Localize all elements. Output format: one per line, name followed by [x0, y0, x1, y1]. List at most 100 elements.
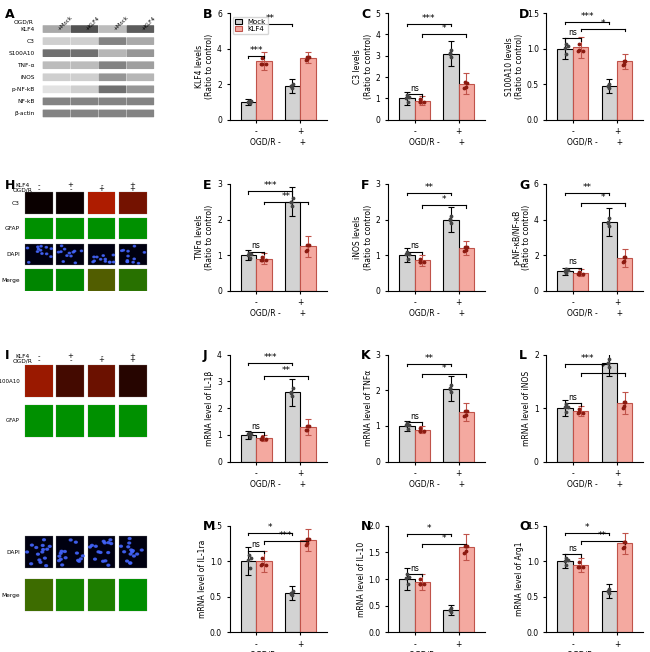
Circle shape: [46, 246, 47, 248]
Point: [619, 256, 629, 266]
X-axis label: OGD/R -        +: OGD/R - +: [567, 138, 623, 147]
Point: [460, 548, 470, 558]
Text: +Mock: +Mock: [112, 15, 129, 32]
Circle shape: [104, 258, 107, 260]
X-axis label: OGD/R -        +: OGD/R - +: [408, 138, 465, 147]
Bar: [459, 248, 474, 291]
Text: -: -: [69, 186, 72, 192]
Y-axis label: p-NF-κB/NF-κB
(Ratio to control): p-NF-κB/NF-κB (Ratio to control): [512, 205, 531, 270]
Circle shape: [88, 546, 92, 548]
Point: [257, 552, 267, 563]
Text: ns: ns: [410, 412, 419, 421]
Bar: [118, 244, 146, 265]
Circle shape: [107, 552, 110, 554]
Bar: [240, 102, 256, 120]
Point: [304, 52, 314, 62]
Circle shape: [128, 537, 131, 539]
Point: [415, 257, 425, 267]
Point: [304, 240, 314, 250]
FancyBboxPatch shape: [71, 110, 98, 117]
Bar: [118, 366, 146, 398]
Bar: [57, 366, 84, 398]
Bar: [573, 273, 588, 291]
Bar: [118, 269, 146, 291]
Point: [560, 556, 570, 566]
Circle shape: [112, 254, 114, 256]
Bar: [118, 366, 146, 398]
Text: β-actin: β-actin: [14, 111, 34, 116]
Point: [301, 425, 311, 436]
Text: -: -: [100, 353, 103, 359]
Text: **: **: [281, 192, 291, 201]
Point: [246, 553, 256, 563]
Y-axis label: TNFα levels
(Ratio to control): TNFα levels (Ratio to control): [195, 205, 215, 270]
Point: [415, 574, 426, 584]
Circle shape: [131, 550, 135, 552]
Text: M: M: [202, 520, 215, 533]
Point: [574, 45, 584, 55]
Circle shape: [58, 556, 60, 557]
Bar: [399, 98, 415, 120]
Point: [302, 52, 312, 62]
Circle shape: [66, 255, 68, 256]
Point: [445, 605, 455, 615]
Text: ns: ns: [569, 544, 577, 553]
Circle shape: [57, 252, 60, 253]
Text: DAPI: DAPI: [6, 550, 20, 555]
Point: [445, 52, 456, 63]
Bar: [602, 85, 617, 120]
Point: [242, 96, 253, 107]
Text: D: D: [519, 8, 530, 21]
Point: [562, 555, 573, 565]
Bar: [415, 100, 430, 120]
FancyBboxPatch shape: [43, 110, 70, 117]
Circle shape: [70, 256, 72, 257]
Point: [415, 94, 426, 104]
Text: **: **: [424, 353, 434, 363]
Bar: [300, 427, 316, 462]
Point: [561, 559, 571, 570]
Circle shape: [97, 551, 100, 553]
Point: [604, 213, 615, 224]
Bar: [558, 561, 573, 632]
Point: [302, 54, 313, 65]
Point: [246, 249, 256, 259]
Text: ***: ***: [422, 14, 436, 23]
Text: KLF4: KLF4: [15, 183, 29, 188]
FancyBboxPatch shape: [99, 74, 126, 81]
Point: [244, 563, 255, 573]
Bar: [88, 405, 116, 437]
Point: [603, 358, 614, 368]
Bar: [118, 218, 146, 239]
Point: [561, 48, 571, 59]
Text: **: **: [266, 14, 275, 23]
Point: [574, 404, 584, 414]
Circle shape: [107, 542, 110, 544]
Circle shape: [36, 553, 40, 555]
Circle shape: [93, 260, 96, 261]
Point: [603, 81, 614, 91]
Bar: [240, 255, 256, 291]
Point: [604, 362, 614, 372]
Point: [244, 432, 255, 442]
Bar: [118, 405, 146, 437]
Text: ***: ***: [279, 531, 293, 541]
Point: [462, 242, 472, 252]
Point: [618, 537, 629, 548]
Point: [287, 83, 297, 93]
Point: [419, 426, 430, 436]
Text: *: *: [442, 364, 447, 374]
Circle shape: [110, 542, 112, 544]
Circle shape: [109, 539, 112, 541]
Legend: Mock, KLF4: Mock, KLF4: [233, 16, 268, 34]
Bar: [118, 192, 146, 214]
Point: [404, 248, 415, 259]
Point: [460, 409, 471, 420]
Circle shape: [35, 546, 38, 548]
Point: [574, 269, 584, 279]
Circle shape: [128, 542, 131, 544]
Text: *: *: [442, 534, 447, 543]
Text: KLF4: KLF4: [15, 354, 29, 359]
Circle shape: [60, 550, 63, 552]
Circle shape: [103, 542, 106, 544]
